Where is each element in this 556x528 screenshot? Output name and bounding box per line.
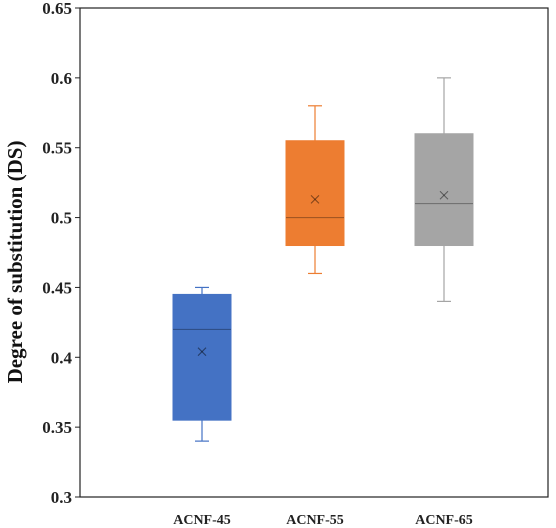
mean-marker <box>197 347 207 357</box>
y-tick-label: 0.5 <box>51 209 72 228</box>
iqr-box <box>285 140 345 247</box>
y-tick-label: 0.45 <box>42 278 72 297</box>
y-tick-label: 0.4 <box>51 348 73 367</box>
iqr-box <box>414 133 474 247</box>
y-tick-label: 0.65 <box>42 0 72 18</box>
y-axis-title: Degree of substitution (DS) <box>3 141 27 384</box>
box-acnf-55 <box>285 105 345 275</box>
y-tick-label: 0.6 <box>51 69 72 88</box>
y-axis: 0.3 0.35 0.4 0.45 0.5 0.55 0.6 0.65 <box>42 0 80 507</box>
box-acnf-45 <box>172 286 232 442</box>
mean-marker <box>439 190 449 200</box>
box-acnf-65 <box>414 77 474 302</box>
box-series <box>172 77 474 442</box>
plot-area <box>79 7 549 498</box>
x-axis: ACNF-45 ACNF-55 ACNF-65 <box>173 513 473 528</box>
y-tick-label: 0.3 <box>51 488 72 507</box>
y-tick-label: 0.55 <box>42 139 72 158</box>
mean-marker <box>439 190 449 200</box>
mean-marker <box>197 347 207 357</box>
x-tick-label: ACNF-65 <box>415 513 473 528</box>
y-tick-label: 0.35 <box>42 418 72 437</box>
mean-marker <box>310 195 320 204</box>
x-tick-label: ACNF-55 <box>286 513 344 528</box>
x-tick-label: ACNF-45 <box>173 513 231 528</box>
mean-marker <box>310 195 320 204</box>
iqr-box <box>172 293 232 421</box>
